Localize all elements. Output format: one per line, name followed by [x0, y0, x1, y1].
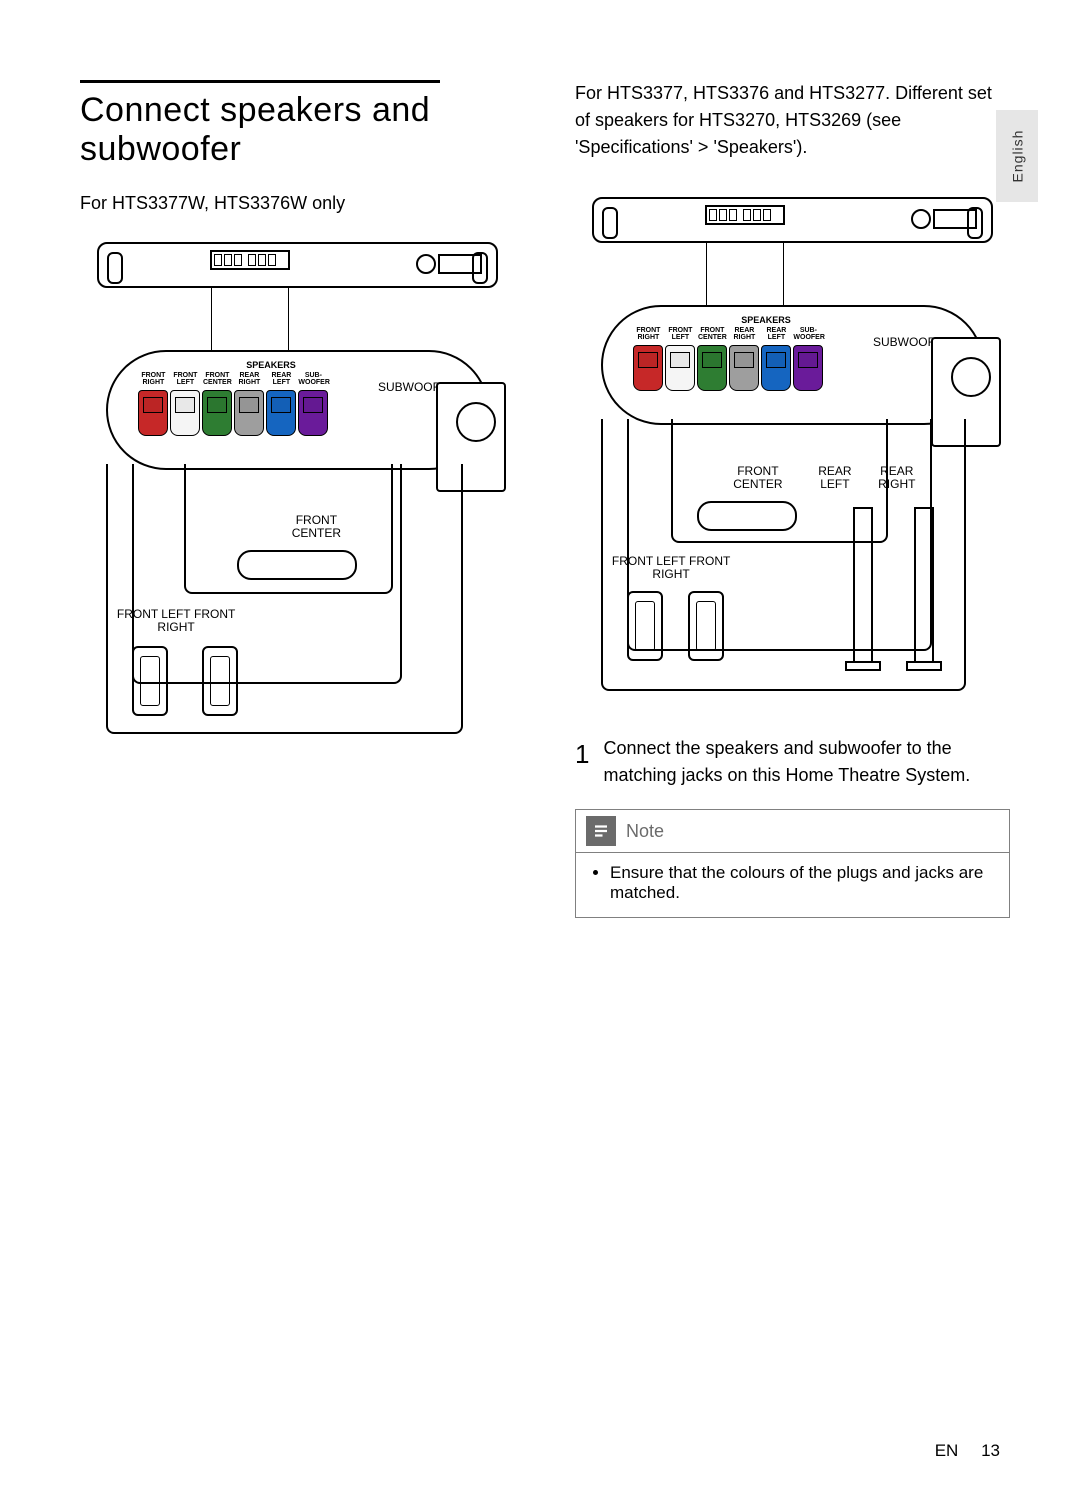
- round-port: [416, 254, 436, 274]
- step-text: Connect the speakers and subwoofer to th…: [603, 735, 1010, 789]
- wire-inner: [184, 464, 393, 594]
- left-column: Connect speakers and subwoofer For HTS33…: [80, 80, 515, 918]
- jacks: [633, 345, 823, 391]
- right-column: For HTS3377, HTS3376 and HTS3277. Differ…: [575, 80, 1010, 918]
- section-rule: [80, 80, 440, 83]
- wire-inner: [671, 419, 889, 543]
- note-icon: [586, 816, 616, 846]
- step-number: 1: [575, 735, 589, 789]
- speaker-port-block: [705, 205, 785, 225]
- jack-panel-title: SPEAKERS: [641, 315, 891, 325]
- jack-panel: SPEAKERS FRONT RIGHT FRONT LEFT FRONT CE…: [106, 350, 489, 470]
- rect-ports: [438, 254, 482, 274]
- note-header: Note: [576, 810, 1009, 853]
- note-box: Note Ensure that the colours of the plug…: [575, 809, 1010, 918]
- main-unit-rear: [97, 242, 497, 288]
- rect-ports: [933, 209, 977, 229]
- jack-front-left: [170, 390, 200, 436]
- jack-subwoofer: [793, 345, 823, 391]
- jacks: [138, 390, 328, 436]
- right-intro: For HTS3377, HTS3376 and HTS3277. Differ…: [575, 80, 1010, 161]
- main-unit-rear: [592, 197, 992, 243]
- jack-rear-right: [234, 390, 264, 436]
- jack-front-left: [665, 345, 695, 391]
- section-heading: Connect speakers and subwoofer: [80, 91, 515, 169]
- left-subheading: For HTS3377W, HTS3376W only: [80, 193, 515, 214]
- step-1: 1 Connect the speakers and subwoofer to …: [575, 735, 1010, 789]
- note-body: Ensure that the colours of the plugs and…: [576, 853, 1009, 917]
- note-title: Note: [626, 821, 664, 842]
- jack-rear-left: [761, 345, 791, 391]
- page-footer: EN 13: [935, 1441, 1000, 1461]
- right-diagram: SPEAKERS FRONT RIGHT FRONT LEFT FRONT CE…: [575, 187, 1010, 707]
- jack-rear-left: [266, 390, 296, 436]
- jack-front-center: [697, 345, 727, 391]
- jack-subwoofer: [298, 390, 328, 436]
- callout-lines: [211, 288, 289, 352]
- callout-lines: [706, 243, 784, 307]
- round-port: [911, 209, 931, 229]
- note-item: Ensure that the colours of the plugs and…: [610, 863, 993, 903]
- left-diagram: SPEAKERS FRONT RIGHT FRONT LEFT FRONT CE…: [80, 232, 515, 752]
- jack-front-right: [633, 345, 663, 391]
- speaker-port-block: [210, 250, 290, 270]
- jack-titles: FRONT RIGHT FRONT LEFT FRONT CENTER REAR…: [633, 327, 823, 341]
- jack-rear-right: [729, 345, 759, 391]
- jack-front-center: [202, 390, 232, 436]
- jack-front-right: [138, 390, 168, 436]
- jack-titles: FRONT RIGHT FRONT LEFT FRONT CENTER REAR…: [138, 372, 328, 386]
- language-tab-label: English: [1009, 130, 1025, 183]
- footer-lang: EN: [935, 1441, 959, 1460]
- jack-panel: SPEAKERS FRONT RIGHT FRONT LEFT FRONT CE…: [601, 305, 984, 425]
- jack-panel-title: SPEAKERS: [146, 360, 396, 370]
- footer-page: 13: [981, 1441, 1000, 1460]
